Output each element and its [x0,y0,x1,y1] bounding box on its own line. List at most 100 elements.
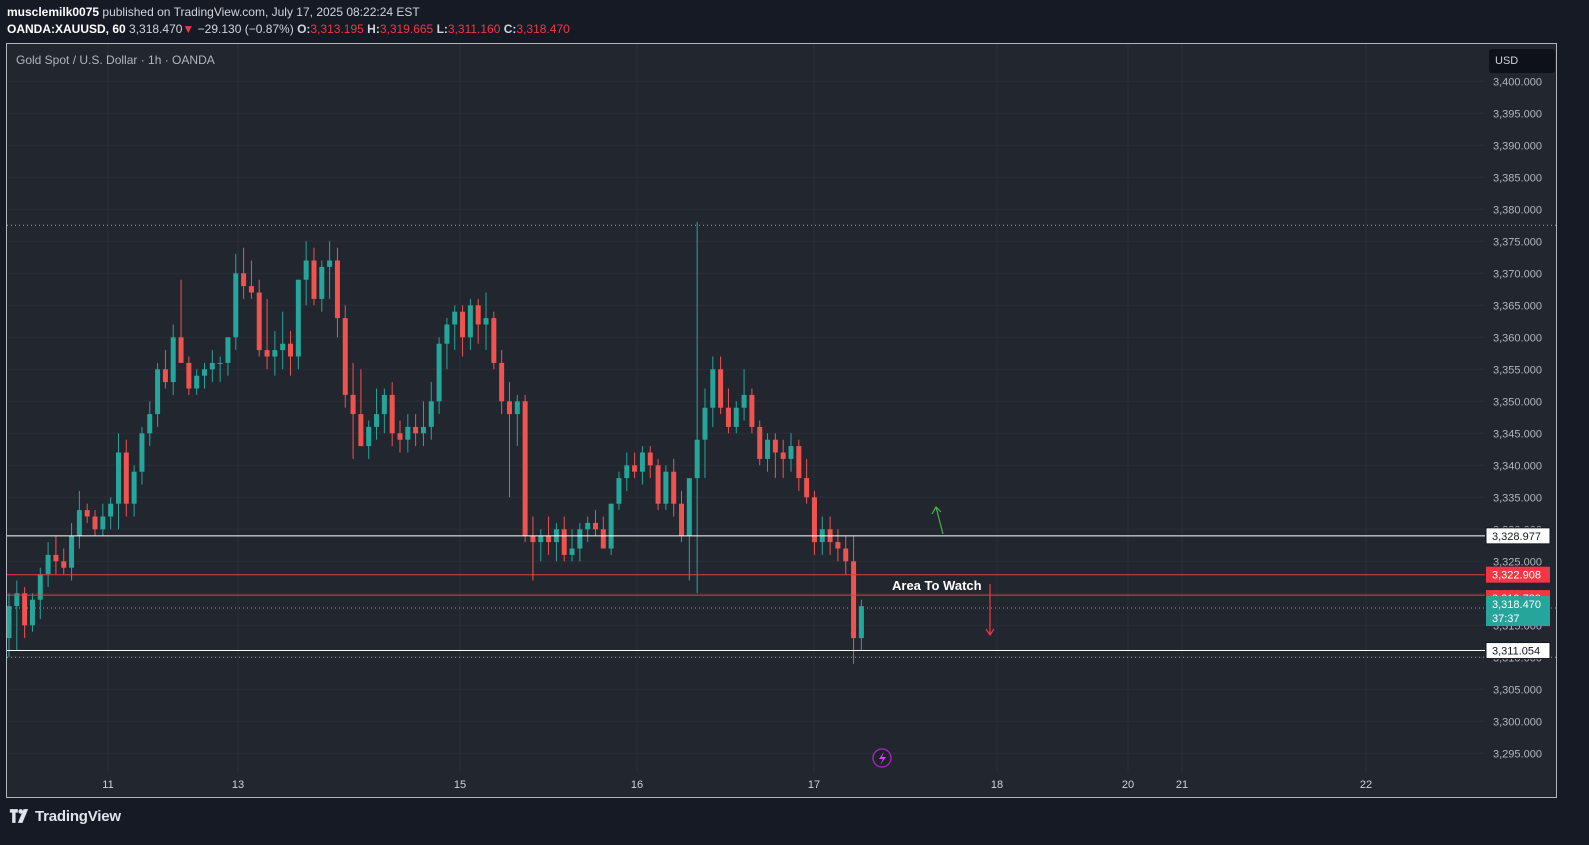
candle-body [757,426,763,459]
candle-body [397,433,403,440]
arrow-up-line [935,506,944,535]
candle-body [702,407,708,440]
chart-frame[interactable]: 3,295.0003,300.0003,305.0003,310.0003,31… [6,43,1557,798]
candle-body [350,394,356,415]
tradingview-brand[interactable]: TradingView [35,807,121,825]
candle-body [452,311,458,325]
chart-title: Gold Spot / U.S. Dollar · 1h · OANDA [16,53,215,67]
candle-body [225,337,231,363]
candle-body [811,497,817,543]
y-tick-label: 3,395.000 [1493,108,1542,120]
candle-body [295,279,301,357]
candle-body [178,337,184,363]
y-tick-label: 3,365.000 [1493,300,1542,312]
candle-body [319,266,325,299]
y-tick-label: 3,345.000 [1493,428,1542,440]
last-price-label: 3,318.470 [1492,599,1541,611]
ohlc-line: OANDA:XAUUSD, 60 3,318.470▼ −29.130 (−0.… [7,22,570,36]
arrow-down-head [985,628,995,637]
candle-body [374,414,380,427]
low-value: 3,311.160 [447,22,501,36]
x-tick-label: 20 [1122,779,1134,791]
candle-body [499,362,505,402]
candle-body [420,426,426,434]
candle-body [209,362,215,370]
candle-body [718,369,724,408]
y-tick-label: 3,385.000 [1493,172,1542,184]
candle-body [194,375,200,389]
candle-body [123,452,129,504]
level-price-tag [1486,566,1550,583]
candle-body [624,465,630,479]
candle-body [37,574,43,600]
y-tick-label: 3,325.000 [1493,556,1542,568]
lightning-bolt-icon[interactable] [872,748,892,768]
price-chart[interactable]: 3,295.0003,300.0003,305.0003,310.0003,31… [7,44,1556,797]
candle-body [749,394,755,427]
candle-body [858,606,864,639]
open-value: 3,313.195 [310,22,364,36]
level-price-label: 3,311.054 [1492,646,1540,658]
candle-body [186,362,192,389]
annotation-area-to-watch[interactable]: Area To Watch [892,578,982,593]
bolt-glyph [879,752,886,765]
x-tick-label: 18 [991,779,1003,791]
candle-body [69,535,75,568]
candle-body [686,478,692,536]
low-label: L: [436,22,448,36]
y-tick-label: 3,400.000 [1493,76,1542,88]
candle-body [108,503,114,517]
x-tick-label: 17 [808,779,820,791]
candle-body [475,305,481,325]
candle-body [155,369,161,415]
level-price-tag [1485,527,1551,545]
candle-body [29,599,35,626]
tradingview-logo-icon[interactable] [7,808,31,824]
candle-body [514,401,520,415]
author-name[interactable]: musclemilk0075 [7,5,100,19]
y-tick-label: 3,305.000 [1493,684,1542,696]
x-tick-label: 16 [631,779,643,791]
candle-body [92,516,98,530]
candle-body [733,407,739,427]
y-tick-label: 3,300.000 [1493,716,1542,728]
level-price-tag [1485,642,1551,660]
candle-body [428,401,434,427]
currency-button[interactable]: USD [1489,49,1555,73]
candle-body [765,439,771,459]
candle-body [303,260,309,280]
candle-body [7,606,12,639]
candle-body [22,593,28,626]
symbol-label: OANDA:XAUUSD, 60 [7,22,126,36]
candle-body [256,292,262,351]
candle-body [202,369,207,376]
candle-body [436,343,442,402]
y-tick-label: 3,335.000 [1493,492,1542,504]
y-tick-label: 3,375.000 [1493,236,1542,248]
x-tick-label: 11 [102,779,113,791]
candle-body [725,407,731,427]
candle-body [366,426,372,447]
candle-body [100,516,106,530]
candle-body [53,554,59,562]
candle-body [444,324,450,344]
candle-body [280,343,286,351]
candle-body [561,529,567,555]
candle-body [405,426,411,440]
y-tick-label: 3,380.000 [1493,204,1542,216]
candle-body [851,561,857,639]
candle-body [585,522,591,530]
candle-body [647,452,653,466]
bar-countdown-label: 37:37 [1492,613,1520,625]
high-label: H: [367,22,380,36]
candle-body [506,401,512,415]
candle-body [835,542,841,549]
candle-body [264,350,270,357]
published-text: published on TradingView.com, July 17, 2… [102,5,420,19]
candle-body [162,369,168,383]
level-price-label: 3,328.977 [1492,531,1541,543]
candle-body [577,529,583,549]
candle-body [272,350,278,357]
candle-body [843,548,849,562]
candle-body [530,535,536,543]
